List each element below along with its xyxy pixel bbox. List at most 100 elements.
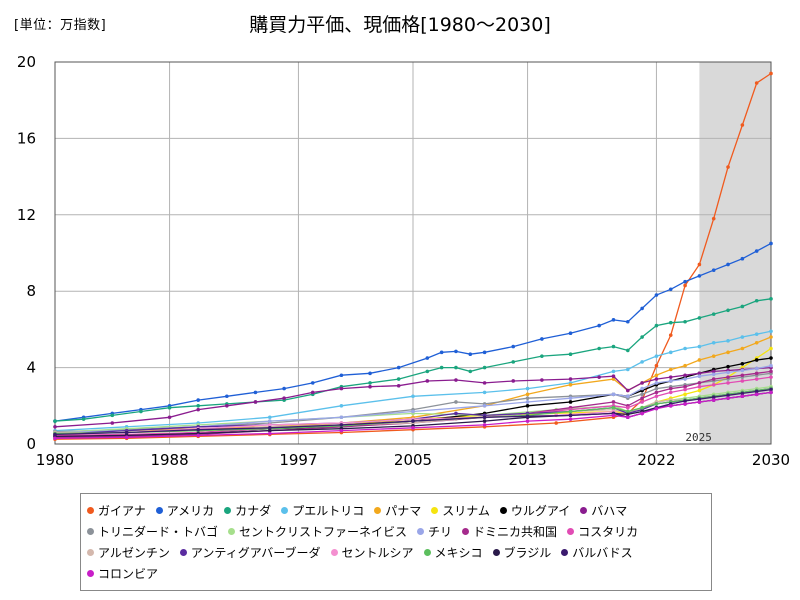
data-point	[425, 356, 430, 360]
data-point	[654, 381, 659, 385]
data-point	[339, 404, 344, 408]
data-point	[654, 377, 659, 381]
data-point	[726, 393, 730, 398]
data-point	[711, 382, 716, 387]
series-line	[54, 298, 772, 422]
x-tick-label: 2005	[394, 451, 432, 469]
data-point	[568, 377, 573, 381]
legend-item: トリニダード・トバゴ	[87, 521, 218, 542]
data-point	[740, 256, 745, 261]
legend-item: ブラジル	[492, 542, 552, 563]
data-point	[611, 344, 616, 349]
data-point	[525, 419, 530, 423]
legend-label: コスタリカ	[578, 525, 639, 539]
legend-label: チリ	[428, 525, 453, 539]
data-point	[683, 399, 687, 403]
legend-label: コロンビア	[98, 567, 159, 581]
forecast-label: 2025	[685, 431, 712, 444]
data-point	[683, 373, 687, 378]
data-point	[411, 409, 415, 414]
data-point	[268, 428, 272, 433]
data-point	[196, 398, 200, 402]
data-point	[611, 392, 616, 397]
data-point	[339, 423, 344, 427]
data-point	[468, 369, 473, 374]
legend-item: プエルトリコ	[281, 500, 364, 521]
data-point	[754, 371, 759, 376]
data-point	[482, 350, 487, 355]
data-point	[196, 404, 200, 408]
data-point	[754, 340, 759, 345]
data-point	[697, 262, 702, 267]
data-point	[482, 390, 487, 395]
legend-label: パナマ	[385, 504, 422, 518]
legend-label: セントルシア	[341, 546, 414, 560]
x-tick-label: 2013	[508, 451, 546, 469]
data-point	[683, 363, 687, 368]
data-point	[167, 415, 172, 420]
data-point	[626, 415, 630, 420]
chart-title: 購買力平価、現価格[1980～2030]	[249, 14, 551, 36]
data-point	[611, 400, 616, 404]
data-point	[110, 421, 115, 425]
data-point	[568, 396, 573, 400]
data-point	[711, 369, 716, 374]
data-point	[626, 405, 630, 410]
data-point	[525, 386, 530, 391]
data-point	[711, 312, 716, 316]
data-point	[611, 318, 616, 322]
data-point	[640, 396, 644, 400]
data-point	[626, 388, 630, 393]
data-point	[726, 364, 730, 369]
data-point	[540, 337, 544, 341]
data-point	[668, 350, 673, 355]
data-point	[711, 340, 716, 345]
data-point	[525, 404, 530, 408]
data-point	[411, 394, 415, 399]
data-point	[769, 363, 773, 368]
data-point	[282, 396, 286, 400]
data-point	[726, 339, 730, 343]
data-point	[568, 331, 573, 336]
data-point	[640, 411, 644, 416]
series-lines	[53, 71, 773, 442]
data-point	[626, 409, 630, 414]
data-point	[626, 319, 630, 324]
data-point	[568, 352, 573, 357]
data-point	[139, 409, 143, 414]
data-point	[439, 365, 444, 370]
data-point	[711, 372, 716, 377]
data-point	[482, 415, 487, 420]
data-point	[697, 316, 702, 320]
legend-item: セントルシア	[330, 542, 414, 563]
data-point	[339, 428, 344, 433]
legend-label: スリナム	[442, 504, 490, 518]
data-point	[268, 425, 272, 430]
legend-label: ブラジル	[503, 546, 552, 560]
data-point	[196, 407, 200, 412]
data-point	[568, 382, 573, 387]
legend-swatch	[281, 507, 289, 514]
legend-swatch	[330, 549, 338, 556]
legend-label: アンティグアバーブーダ	[190, 546, 321, 560]
data-point	[225, 394, 229, 399]
data-point	[482, 404, 487, 408]
data-point	[726, 262, 730, 267]
data-point	[683, 319, 687, 324]
legend-item: セントクリストファーネイビス	[228, 521, 407, 542]
legend-swatch	[155, 507, 163, 514]
data-point	[683, 387, 687, 392]
x-tick-label: 1988	[150, 451, 188, 469]
y-tick-label: 8	[26, 282, 36, 300]
legend-swatch	[87, 507, 94, 514]
data-point	[740, 361, 745, 366]
data-point	[668, 375, 673, 379]
data-point	[396, 383, 401, 388]
data-point	[53, 436, 57, 441]
legend-item: コロンビア	[87, 563, 158, 584]
data-point	[740, 373, 745, 378]
data-point	[654, 394, 659, 399]
data-point	[439, 350, 444, 355]
data-point	[525, 396, 530, 400]
series-line	[54, 242, 772, 422]
